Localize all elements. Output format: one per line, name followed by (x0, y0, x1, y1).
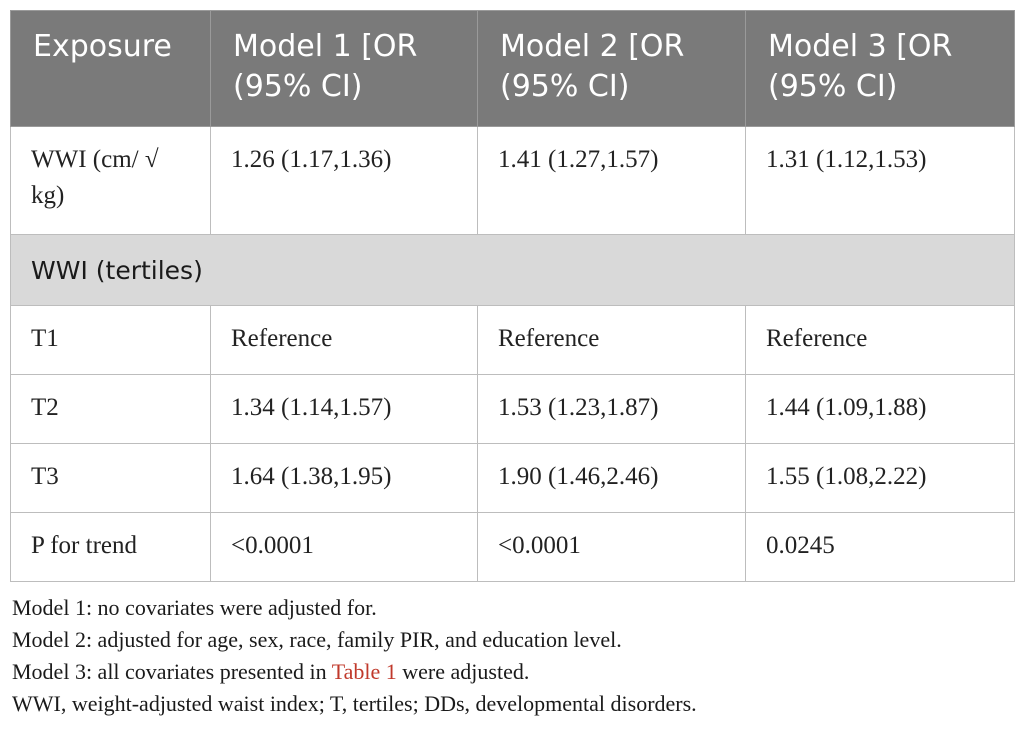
cell-model-2: 1.53 (1.23,1.87) (477, 374, 746, 444)
cell-exposure: P for trend (10, 512, 211, 582)
cell-model-1: Reference (210, 305, 478, 375)
cell-model-3: 1.44 (1.09,1.88) (745, 374, 1015, 444)
cell-model-3: 0.0245 (745, 512, 1015, 582)
footnote-model-2: Model 2: adjusted for age, sex, race, fa… (12, 627, 622, 652)
cell-model-2: 1.41 (1.27,1.57) (477, 126, 746, 235)
header-model-1: Model 1 [OR (95% CI) (210, 10, 478, 127)
odds-ratio-table: Exposure Model 1 [OR (95% CI) Model 2 [O… (10, 10, 1015, 582)
table-row: WWI (cm/ √ kg) 1.26 (1.17,1.36) 1.41 (1.… (10, 126, 1015, 235)
section-label: WWI (tertiles) (10, 234, 1015, 306)
footnote-model-3-text: Model 3: all covariates presented in (12, 659, 332, 684)
footnote-model-3: Model 3: all covariates presented in Tab… (12, 656, 1016, 688)
cell-model-1: <0.0001 (210, 512, 478, 582)
table-1-link[interactable]: Table 1 (331, 659, 397, 684)
table-row: P for trend <0.0001 <0.0001 0.0245 (10, 512, 1015, 582)
table-header-row: Exposure Model 1 [OR (95% CI) Model 2 [O… (10, 10, 1015, 127)
section-row: WWI (tertiles) (10, 234, 1015, 306)
header-model-2: Model 2 [OR (95% CI) (477, 10, 746, 127)
results-table-container: Exposure Model 1 [OR (95% CI) Model 2 [O… (10, 10, 1015, 582)
cell-model-2: Reference (477, 305, 746, 375)
table-row: T2 1.34 (1.14,1.57) 1.53 (1.23,1.87) 1.4… (10, 374, 1015, 444)
footnote-model-3-suffix: were adjusted. (396, 659, 530, 684)
table-row: T3 1.64 (1.38,1.95) 1.90 (1.46,2.46) 1.5… (10, 443, 1015, 513)
cell-exposure: T2 (10, 374, 211, 444)
footnote-abbreviations: WWI, weight-adjusted waist index; T, ter… (12, 691, 697, 716)
table-footnotes: Model 1: no covariates were adjusted for… (12, 592, 1016, 720)
cell-exposure: T3 (10, 443, 211, 513)
cell-model-1: 1.34 (1.14,1.57) (210, 374, 478, 444)
cell-model-1: 1.26 (1.17,1.36) (210, 126, 478, 235)
cell-model-3: 1.31 (1.12,1.53) (745, 126, 1015, 235)
header-exposure: Exposure (10, 10, 211, 127)
cell-model-3: Reference (745, 305, 1015, 375)
footnote-model-1: Model 1: no covariates were adjusted for… (12, 595, 377, 620)
cell-model-3: 1.55 (1.08,2.22) (745, 443, 1015, 513)
header-model-3: Model 3 [OR (95% CI) (745, 10, 1015, 127)
table-row: T1 Reference Reference Reference (10, 305, 1015, 375)
cell-exposure: WWI (cm/ √ kg) (10, 126, 211, 235)
cell-model-1: 1.64 (1.38,1.95) (210, 443, 478, 513)
cell-exposure: T1 (10, 305, 211, 375)
cell-model-2: 1.90 (1.46,2.46) (477, 443, 746, 513)
cell-model-2: <0.0001 (477, 512, 746, 582)
